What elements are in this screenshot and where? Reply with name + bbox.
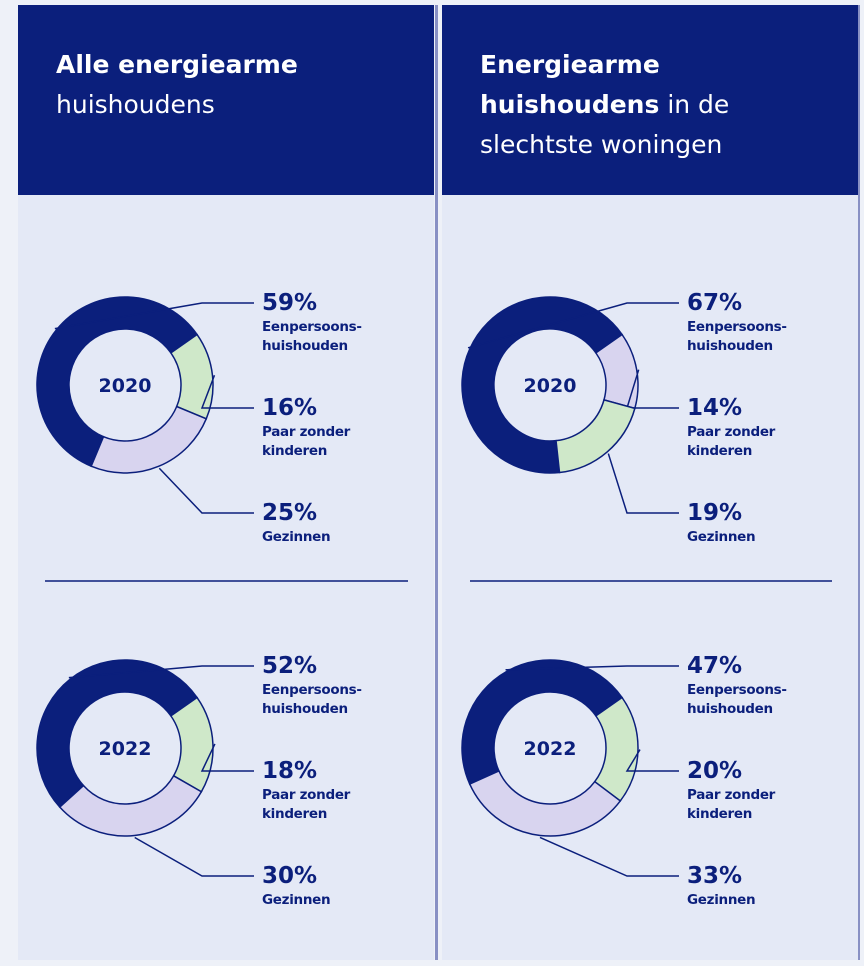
value-label: 19% xyxy=(687,500,743,526)
category-label: Eenpersoons- huishouden xyxy=(262,319,362,354)
header-bold: Energiearme huishoudens xyxy=(480,50,660,119)
column-header: Alle energiearme huishoudens xyxy=(18,5,434,195)
category-label: Gezinnen xyxy=(262,529,331,545)
donut-segment xyxy=(90,405,208,474)
header-bold: Alle energiearme xyxy=(56,50,298,79)
connector xyxy=(54,302,254,330)
center-label: 2020 xyxy=(524,375,577,397)
center-label: 2022 xyxy=(99,738,152,760)
donut-segment xyxy=(593,696,639,803)
value-label: 20% xyxy=(687,758,743,784)
connector xyxy=(539,836,679,877)
value-label: 30% xyxy=(262,863,318,889)
center-label: 2022 xyxy=(524,738,577,760)
divider xyxy=(435,5,438,960)
value-label: 25% xyxy=(262,500,318,526)
value-label: 59% xyxy=(262,290,318,316)
category-label: Eenpersoons- huishouden xyxy=(262,682,362,717)
donut-segment xyxy=(58,774,203,837)
value-label: 14% xyxy=(687,395,743,421)
category-label: Gezinnen xyxy=(687,529,756,545)
donut-segment xyxy=(36,659,199,809)
category-label: Paar zonder kinderen xyxy=(687,787,776,822)
connector xyxy=(625,749,679,772)
category-label: Paar zonder kinderen xyxy=(262,787,351,822)
category-label: Gezinnen xyxy=(687,892,756,908)
donut-segment xyxy=(555,398,636,474)
value-label: 16% xyxy=(262,395,318,421)
header-text: in de slechtste woningen xyxy=(480,90,730,159)
category-label: Eenpersoons- huishouden xyxy=(687,319,787,354)
value-label: 47% xyxy=(687,653,743,679)
connector xyxy=(200,375,254,409)
connector xyxy=(467,302,679,349)
donut-segment xyxy=(468,769,622,837)
value-label: 33% xyxy=(687,863,743,889)
connector xyxy=(134,836,254,877)
value-label: 52% xyxy=(262,653,318,679)
connector xyxy=(200,743,254,772)
category-label: Paar zonder kinderen xyxy=(687,424,776,459)
donut-segment xyxy=(461,296,624,474)
connector xyxy=(68,665,254,679)
connector xyxy=(607,453,679,514)
donut-segment xyxy=(36,296,199,468)
header-text: huishoudens xyxy=(56,90,215,119)
column-header: Energiearme huishoudens in de slechtste … xyxy=(442,5,858,195)
category-label: Gezinnen xyxy=(262,892,331,908)
donut-segment xyxy=(461,659,624,786)
divider xyxy=(858,5,860,960)
category-label: Eenpersoons- huishouden xyxy=(687,682,787,717)
category-label: Paar zonder kinderen xyxy=(262,424,351,459)
connector xyxy=(158,467,254,514)
connector xyxy=(505,665,679,671)
value-label: 67% xyxy=(687,290,743,316)
value-label: 18% xyxy=(262,758,318,784)
center-label: 2020 xyxy=(99,375,152,397)
